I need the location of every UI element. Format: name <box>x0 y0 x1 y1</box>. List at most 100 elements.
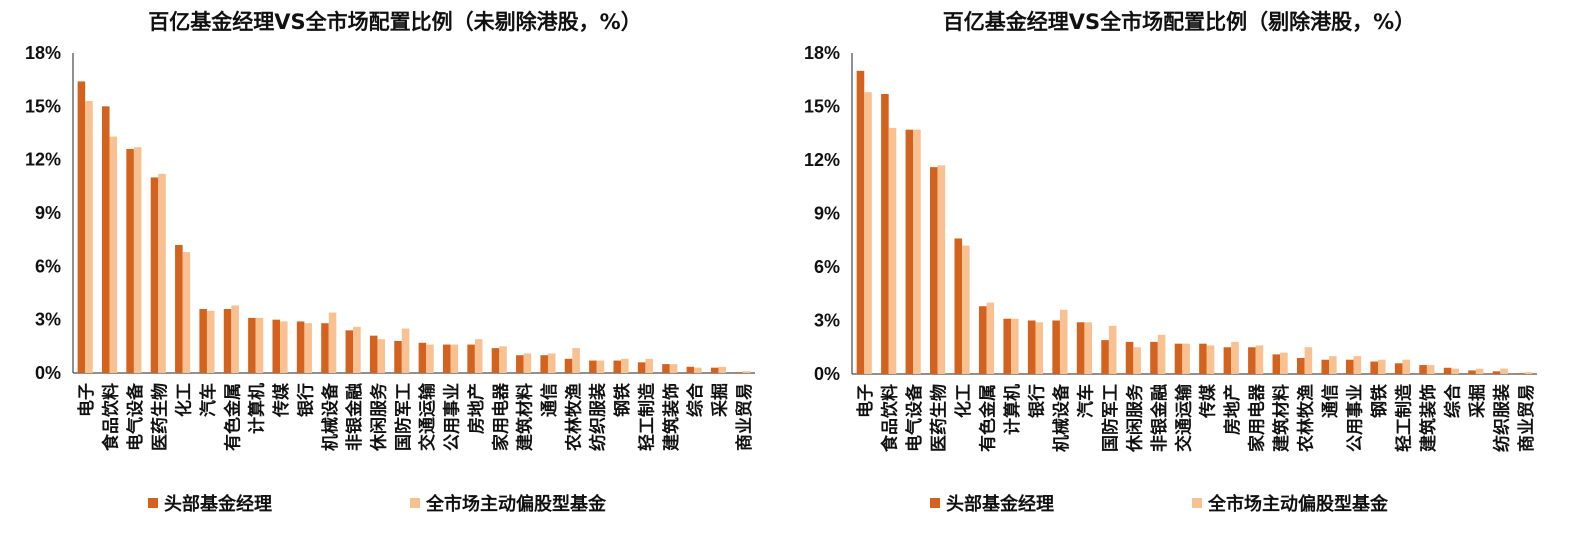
bar-market-fund <box>1475 368 1484 374</box>
bar-head-manager <box>442 344 451 373</box>
x-tick-label: 化工 <box>174 383 195 417</box>
x-tick-label: 交通运输 <box>417 382 438 451</box>
x-tick-label: 采掘 <box>1467 384 1488 419</box>
bar-head-manager <box>589 360 597 373</box>
x-tick-label: 房地产 <box>1222 384 1243 435</box>
chart-title: 百亿基金经理VS全市场配置比例（剔除港股，%） <box>942 10 1416 34</box>
y-tick-label: 0% <box>35 363 61 383</box>
x-tick-label: 建筑装饰 <box>1418 384 1439 452</box>
bar-head-manager <box>1223 347 1232 374</box>
bar-market-fund <box>1451 368 1459 374</box>
x-tick-label: 通信 <box>539 383 560 417</box>
bar-market-fund <box>1377 359 1386 374</box>
y-tick-label: 0% <box>814 364 840 384</box>
bar-head-manager <box>710 367 719 373</box>
x-tick-label: 国防军工 <box>393 383 414 451</box>
bar-market-fund <box>986 302 995 374</box>
legend-label: 头部基金经理 <box>946 494 1054 515</box>
bar-head-manager <box>296 321 305 373</box>
bar-market-fund <box>158 173 166 373</box>
bar-head-manager <box>881 94 889 375</box>
x-tick-label: 机械设备 <box>320 382 341 451</box>
bar-market-fund <box>1035 322 1044 374</box>
bar-market-fund <box>206 310 215 373</box>
bar-head-manager <box>150 177 159 373</box>
y-tick-label: 3% <box>814 311 840 331</box>
bar-market-fund <box>962 245 970 374</box>
bar-head-manager <box>540 355 548 373</box>
bar-market-fund <box>1011 318 1019 374</box>
bar-head-manager <box>856 70 865 374</box>
y-tick-label: 3% <box>35 310 61 330</box>
bar-head-manager <box>1468 370 1476 374</box>
legend-swatch-head <box>148 498 158 508</box>
x-tick-label: 汽车 <box>198 383 219 417</box>
x-tick-label: 公用事业 <box>1346 384 1366 452</box>
bar-head-manager <box>1272 354 1281 374</box>
bar-head-manager <box>1345 359 1354 374</box>
bar-head-manager <box>1052 320 1060 374</box>
bar-head-manager <box>516 355 524 373</box>
x-tick-label: 医药生物 <box>929 384 950 452</box>
bar-head-manager <box>1248 347 1256 374</box>
y-tick-label: 18% <box>804 43 840 63</box>
x-tick-label: 电气设备 <box>904 383 925 452</box>
bar-head-manager <box>394 341 402 373</box>
y-tick-label: 15% <box>804 97 840 117</box>
bar-market-fund <box>1182 343 1190 374</box>
bar-head-manager <box>1297 357 1305 374</box>
x-tick-label: 纺织服装 <box>1491 384 1512 452</box>
bar-head-manager <box>1517 373 1525 374</box>
bar-market-fund <box>401 328 410 373</box>
bar-head-manager <box>905 129 914 374</box>
x-tick-label: 家用电器 <box>1247 383 1268 452</box>
bar-market-fund <box>621 358 629 373</box>
bar-market-fund <box>231 305 239 373</box>
bar-market-fund <box>1280 352 1288 374</box>
y-tick-label: 12% <box>804 150 840 170</box>
x-tick-label: 传媒 <box>271 382 292 418</box>
bar-market-fund <box>669 364 678 373</box>
legend-item-head: 头部基金经理 <box>930 490 1054 516</box>
x-tick-label: 非银金融 <box>1149 384 1170 452</box>
x-tick-label: 银行 <box>1026 384 1047 418</box>
bar-head-manager <box>491 348 500 373</box>
x-tick-label: 综合 <box>685 382 706 417</box>
x-tick-label: 食品饮料 <box>880 384 901 452</box>
x-tick-label: 家用电器 <box>490 382 511 451</box>
bar-head-manager <box>954 238 963 374</box>
chart-panel-left: 百亿基金经理VS全市场配置比例（未剔除港股，%） 0% 3% 6% 9% 12% 15% 1… <box>25 10 755 515</box>
bar-market-fund <box>718 366 727 373</box>
legend-label: 全市场主动偏股型基金 <box>426 494 606 515</box>
bar-market-fund <box>1108 325 1117 374</box>
bar-head-manager <box>175 245 183 373</box>
bar-head-manager <box>1443 367 1452 374</box>
bar-head-manager <box>1492 371 1501 374</box>
bar-head-manager <box>199 309 207 373</box>
bar-head-manager <box>1199 343 1207 374</box>
bar-market-fund <box>377 339 386 373</box>
y-tick-label: 6% <box>35 256 61 276</box>
bar-head-manager <box>613 360 622 373</box>
bar-head-manager <box>1370 361 1378 374</box>
bar-head-manager <box>223 309 232 373</box>
bar-head-manager <box>126 149 134 373</box>
y-tick-label: 9% <box>35 203 61 223</box>
bar-head-manager <box>369 335 378 373</box>
x-tick-label: 农林牧渔 <box>1296 384 1317 453</box>
x-tick-label: 公用事业 <box>443 383 463 451</box>
x-tick-label: 纺织服装 <box>588 383 609 451</box>
x-tick-label: 轻工制造 <box>1393 383 1414 452</box>
x-tick-label: 建筑装饰 <box>661 383 682 451</box>
x-tick-label: 休闲服务 <box>368 382 389 452</box>
x-tick-label: 汽车 <box>1075 384 1096 418</box>
x-tick-label: 农林牧渔 <box>563 383 584 452</box>
bar-market-fund <box>1231 341 1239 374</box>
y-tick-label: 18% <box>25 43 61 63</box>
bar-market-fund <box>1524 372 1533 374</box>
bar-market-fund <box>1084 322 1092 374</box>
x-tick-label: 医药生物 <box>149 383 170 451</box>
bar-head-manager <box>564 358 573 373</box>
bar-market-fund <box>426 344 434 373</box>
legend-swatch-market <box>410 498 420 508</box>
